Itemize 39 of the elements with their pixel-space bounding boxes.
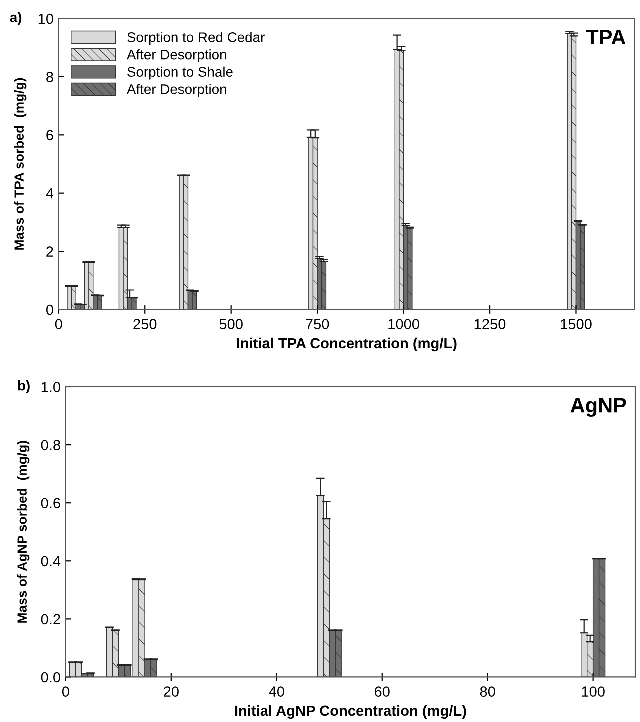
y-tick-label: 0.0 [41,672,60,683]
x-tick-label: 60 [374,686,390,697]
x-tick-label: 750 [306,319,330,330]
y-axis-title: Mass of AgNP sorbed (mg/g) [17,441,30,623]
y-tick-label: 0.8 [41,440,60,450]
y-tick-label: 2 [46,246,54,257]
text: b) [18,380,30,394]
bar [592,558,600,678]
x-tick-label: 0 [62,686,70,697]
x-axis-title: Initial AgNP Concentration (mg/L) [235,705,466,720]
y-tick-label: 6 [46,130,54,141]
y-axis-title: Mass of TPA sorbed (mg/g) [14,78,27,250]
legend-label: After Desorption [126,50,226,62]
annotation: AgNP [570,398,626,418]
x-tick-label: 1000 [388,319,420,330]
text: a) [10,12,22,26]
y-tick-label: 10 [38,14,54,24]
x-tick-label: 80 [480,686,496,697]
bar [317,495,324,678]
x-tick-label: 250 [134,319,157,330]
x-tick-label: 500 [220,319,243,330]
legend-label: Sorption to Shale [128,66,233,80]
y-tick-label: 1.0 [42,382,60,392]
legend-label: After Desorption [126,84,226,98]
legend-label: Sorption to Red Cedar [128,32,265,46]
x-tick-label: 1500 [561,319,592,330]
x-tick-label: 100 [582,686,605,697]
bar [329,630,336,678]
y-tick-label: 0 [46,304,54,316]
x-tick-label: 20 [164,686,179,697]
y-tick-label: 4 [46,188,54,199]
y-tick-label: 0.4 [41,556,61,567]
x-tick-label: 1250 [474,319,506,330]
y-tick-label: 0.2 [41,614,60,625]
x-axis-title: Initial TPA Concentration (mg/L) [237,338,457,352]
y-tick-label: 8 [46,72,54,82]
annotation: TPA [586,30,626,45]
x-tick-label: 40 [269,686,284,697]
y-tick-label: 0.6 [41,498,60,509]
